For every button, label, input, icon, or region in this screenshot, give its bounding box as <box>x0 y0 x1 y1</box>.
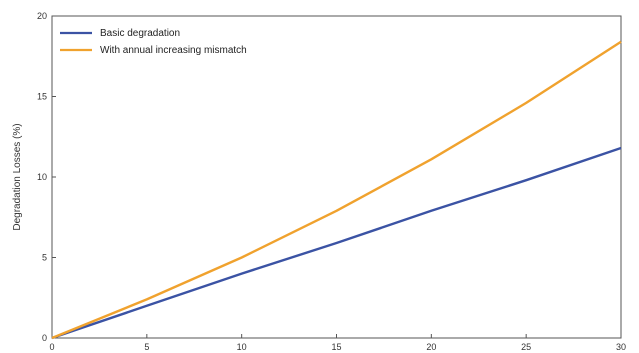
x-tick-label: 20 <box>426 342 436 352</box>
x-tick-label: 10 <box>237 342 247 352</box>
x-tick-label: 15 <box>331 342 341 352</box>
y-axis: 0 5 10 15 20 <box>37 11 56 343</box>
y-tick-label: 10 <box>37 172 47 182</box>
legend: Basic degradation With annual increasing… <box>60 28 247 56</box>
series-line-basic-degradation <box>51 146 622 340</box>
y-tick-label: 5 <box>42 253 47 263</box>
series-layer <box>51 40 622 340</box>
y-axis-title: Degradation Losses (%) <box>12 123 23 230</box>
legend-label-annual-increasing-mismatch: With annual increasing mismatch <box>100 45 247 56</box>
x-tick-label: 30 <box>616 342 626 352</box>
x-tick-label: 5 <box>144 342 149 352</box>
x-tick-label: 0 <box>49 342 54 352</box>
y-tick-label: 15 <box>37 92 47 102</box>
legend-label-basic-degradation: Basic degradation <box>100 28 180 39</box>
y-tick-label: 20 <box>37 11 47 21</box>
x-axis: 0 5 10 15 20 25 30 <box>49 334 626 352</box>
series-line-annual-increasing-mismatch <box>51 40 622 340</box>
y-tick-label: 0 <box>42 333 47 343</box>
x-tick-label: 25 <box>521 342 531 352</box>
